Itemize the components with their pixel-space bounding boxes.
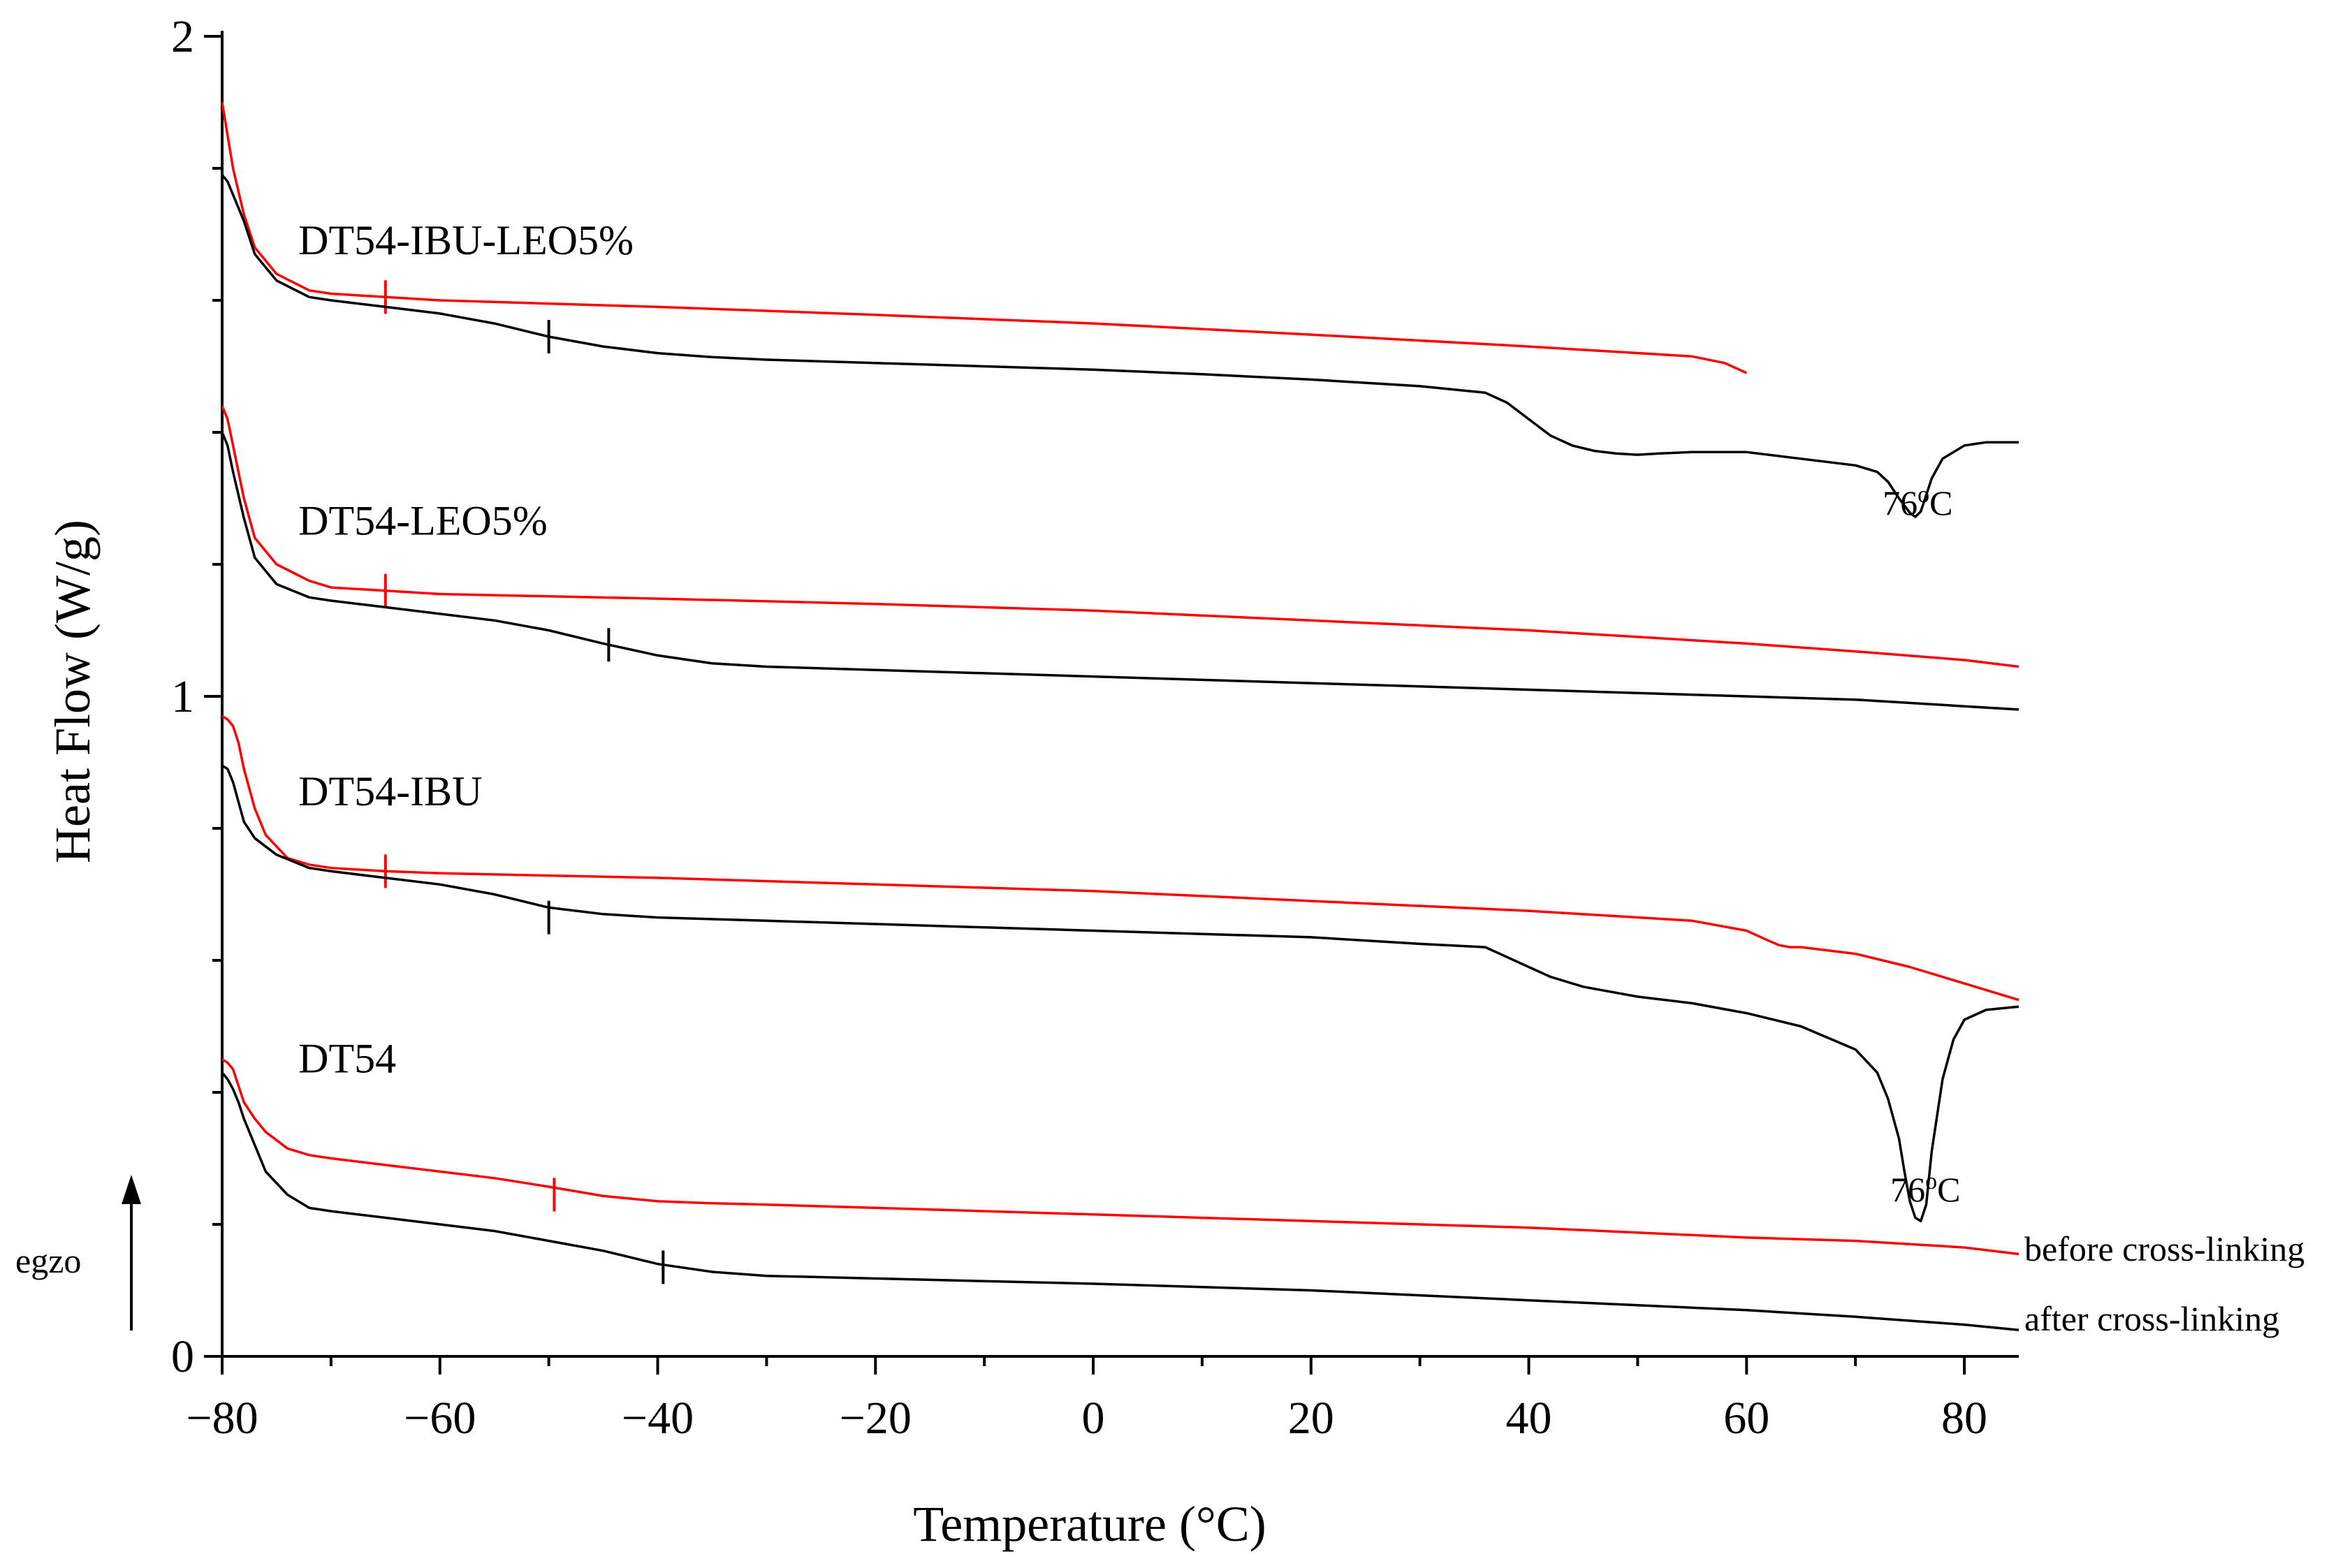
x-tick-label: −60 (404, 1393, 476, 1444)
legend-after-label: after cross-linking (2024, 1299, 2279, 1338)
series-line-1 (221, 174, 2019, 518)
y-axis-title: Heat Flow (W/g) (45, 520, 101, 863)
x-tick-label: 40 (1506, 1393, 1552, 1444)
series-line-6 (221, 1058, 2019, 1256)
x-tick-label: −20 (840, 1393, 912, 1444)
peak-value: 76 (1883, 483, 1917, 522)
series-line-3 (221, 432, 2019, 711)
y-tick-label: 2 (171, 11, 194, 62)
peak-degree-sup: o (1925, 1168, 1937, 1194)
x-tick-label: 80 (1941, 1393, 1987, 1444)
series-label-3: DT54 (298, 1036, 396, 1082)
series-line-2 (221, 405, 2019, 668)
x-tick-label: 0 (1082, 1393, 1105, 1444)
x-tick-label: −40 (622, 1393, 694, 1444)
series-line-0 (221, 102, 1748, 374)
x-tick-label: 60 (1723, 1393, 1769, 1444)
exo-label: egzo (15, 1241, 81, 1280)
series-line-4 (221, 715, 2019, 1002)
series-label-group: DT54-IBU-LEO5% DT54-LEO5% DT54-IBU DT54 (298, 217, 634, 1082)
y-tick-label: 0 (171, 1331, 194, 1382)
series-line-7 (221, 1071, 2019, 1331)
series-line-5 (221, 764, 2019, 1223)
peak-annotation-0: 76oC (1883, 482, 1952, 522)
series-label-1: DT54-LEO5% (298, 497, 548, 543)
peak-unit: C (1929, 483, 1952, 522)
peak-value: 76 (1890, 1170, 1925, 1209)
y-tick-label: 1 (171, 671, 194, 722)
x-axis-title: Temperature (°C) (913, 1496, 1266, 1552)
series-label-0: DT54-IBU-LEO5% (298, 217, 634, 263)
legend-before-label: before cross-linking (2024, 1229, 2304, 1268)
exo-arrow-icon (122, 1175, 141, 1204)
axes: −80 −60 −40 −20 0 20 40 60 80 0 1 2 (171, 11, 2019, 1444)
series-label-2: DT54-IBU (298, 768, 482, 814)
x-tick-label: −80 (186, 1393, 258, 1444)
peak-degree-sup: o (1917, 482, 1929, 508)
x-tick-label: 20 (1288, 1393, 1334, 1444)
series-group (221, 102, 2019, 1331)
peak-annotation-1: 76oC (1890, 1168, 1960, 1209)
peak-unit: C (1937, 1170, 1960, 1209)
